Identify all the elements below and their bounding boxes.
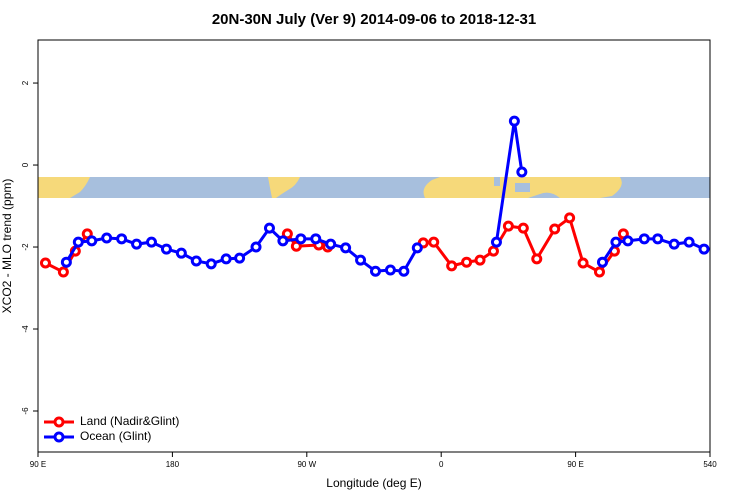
data-point <box>502 220 514 232</box>
y-tick-label: -2 <box>21 243 30 251</box>
data-point <box>277 235 289 247</box>
x-tick-label: 0 <box>439 460 444 469</box>
data-point <box>234 252 246 264</box>
data-point <box>175 247 187 259</box>
data-point <box>698 243 710 255</box>
legend-marker <box>53 431 65 443</box>
data-point <box>72 236 84 248</box>
data-point <box>57 266 69 278</box>
data-point <box>398 265 410 277</box>
data-point <box>384 264 396 276</box>
x-axis-label: Longitude (deg E) <box>326 476 421 490</box>
data-point <box>638 233 650 245</box>
data-point <box>516 166 528 178</box>
data-point <box>517 222 529 234</box>
plot <box>39 115 710 278</box>
data-point <box>39 257 51 269</box>
data-point <box>250 241 262 253</box>
data-point <box>310 233 322 245</box>
data-point <box>652 233 664 245</box>
data-point <box>60 256 72 268</box>
data-point <box>131 238 143 250</box>
data-point <box>355 254 367 266</box>
x-tick-label: 90 E <box>30 460 46 469</box>
y-tick-label: -4 <box>21 325 30 333</box>
legend-label: Land (Nadir&Glint) <box>80 414 179 428</box>
x-tick-label: 90 W <box>297 460 316 469</box>
data-point <box>446 260 458 272</box>
data-point <box>190 255 202 267</box>
data-point <box>487 245 499 257</box>
map-strip <box>38 177 710 198</box>
data-point <box>340 242 352 254</box>
data-point <box>116 233 128 245</box>
data-point <box>577 257 589 269</box>
y-tick-label: 0 <box>21 162 30 167</box>
data-point <box>490 236 502 248</box>
chart-title: 20N-30N July (Ver 9) 2014-09-06 to 2018-… <box>212 11 536 28</box>
data-point <box>263 222 275 234</box>
data-point <box>461 256 473 268</box>
y-tick-label: -6 <box>21 407 30 415</box>
data-point <box>369 265 381 277</box>
y-axis-label: XCO2 - MLO trend (ppm) <box>0 179 14 314</box>
data-point <box>205 258 217 270</box>
data-point <box>474 254 486 266</box>
data-point <box>220 253 232 265</box>
data-point <box>411 242 423 254</box>
y-tick-label: 2 <box>21 80 30 85</box>
x-tick-label: 540 <box>703 460 717 469</box>
data-point <box>668 238 680 250</box>
data-point <box>531 253 543 265</box>
data-point <box>86 235 98 247</box>
data-point <box>622 235 634 247</box>
data-point <box>160 243 172 255</box>
x-tick-label: 180 <box>166 460 180 469</box>
data-point <box>593 266 605 278</box>
legend-marker <box>53 416 65 428</box>
data-point <box>101 232 113 244</box>
data-point <box>564 212 576 224</box>
data-point <box>145 236 157 248</box>
data-point <box>549 223 561 235</box>
data-point <box>683 236 695 248</box>
data-point <box>610 236 622 248</box>
plot-frame <box>37 39 711 453</box>
legend: Land (Nadir&Glint) Ocean (Glint) <box>44 414 179 443</box>
data-point <box>325 238 337 250</box>
data-point <box>508 115 520 127</box>
data-point <box>290 240 302 252</box>
legend-label: Ocean (Glint) <box>80 429 151 443</box>
x-tick-label: 90 E <box>567 460 583 469</box>
data-point <box>295 233 307 245</box>
data-point <box>596 256 608 268</box>
data-point <box>428 236 440 248</box>
